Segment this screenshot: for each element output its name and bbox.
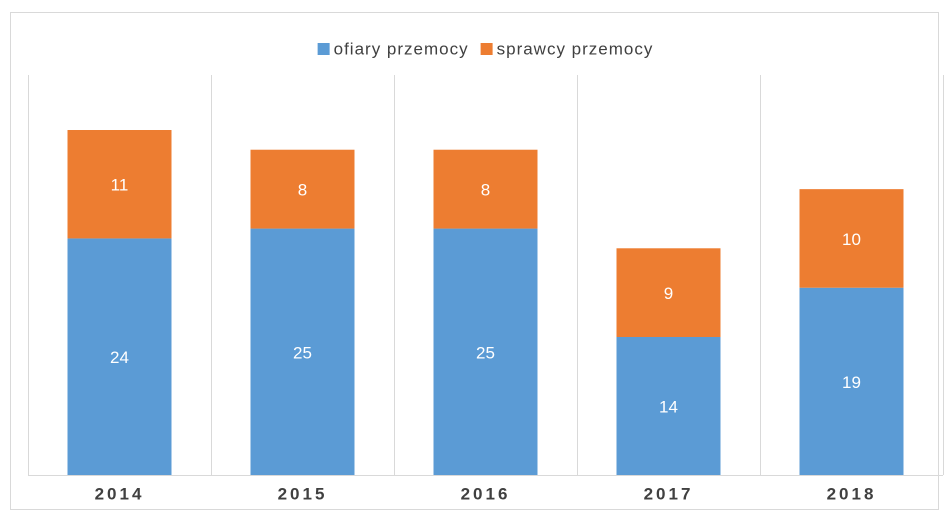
data-label: 25	[293, 343, 312, 362]
bar-segment	[616, 248, 721, 337]
legend-swatch	[480, 43, 493, 55]
legend: ofiary przemocy sprawcy przemocy	[317, 39, 654, 58]
data-label: 19	[842, 373, 861, 392]
data-label: 10	[842, 230, 861, 249]
x-tick-label: 2018	[827, 484, 877, 503]
data-label: 14	[659, 397, 678, 416]
x-tick-label: 2017	[644, 484, 694, 503]
legend-swatch	[317, 43, 330, 55]
bar-segment	[250, 228, 355, 475]
data-label: 9	[664, 284, 673, 303]
legend-label: ofiary przemocy	[334, 39, 469, 58]
bar-segment	[433, 228, 538, 475]
x-tick-label: 2015	[278, 484, 328, 503]
bar-segment	[799, 189, 904, 288]
bar-segment	[67, 130, 172, 239]
data-label: 25	[476, 343, 495, 362]
data-label: 8	[298, 181, 307, 200]
bar-segment	[250, 149, 355, 229]
legend-label: sprawcy przemocy	[497, 39, 654, 58]
data-label: 11	[111, 176, 129, 195]
bar-segment	[799, 287, 904, 475]
x-tick-label: 2016	[461, 484, 511, 503]
data-label: 8	[481, 181, 490, 200]
bar-segment	[67, 238, 172, 475]
bar-segment	[616, 337, 721, 475]
bar-segment	[433, 149, 538, 229]
x-tick-label: 2014	[95, 484, 145, 503]
data-label: 24	[110, 348, 129, 367]
